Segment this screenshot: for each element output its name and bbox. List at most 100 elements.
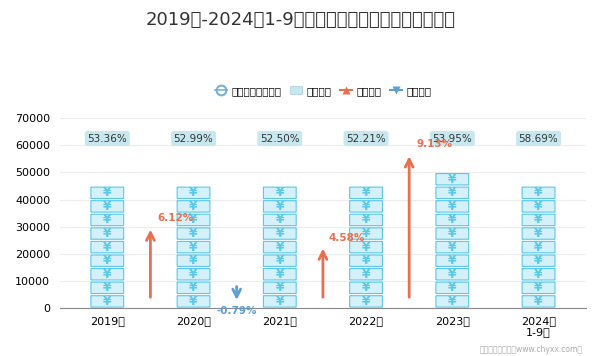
FancyBboxPatch shape xyxy=(263,296,296,307)
FancyBboxPatch shape xyxy=(263,201,296,212)
Text: ¥: ¥ xyxy=(362,214,370,226)
FancyBboxPatch shape xyxy=(177,282,210,294)
Text: ¥: ¥ xyxy=(103,254,112,267)
FancyBboxPatch shape xyxy=(177,187,210,199)
FancyBboxPatch shape xyxy=(350,296,382,307)
Text: 53.95%: 53.95% xyxy=(433,134,472,143)
Text: ¥: ¥ xyxy=(448,241,457,253)
FancyBboxPatch shape xyxy=(522,296,555,307)
Text: ¥: ¥ xyxy=(534,295,543,308)
Text: 58.69%: 58.69% xyxy=(519,134,558,143)
Text: ¥: ¥ xyxy=(275,281,284,294)
FancyBboxPatch shape xyxy=(263,282,296,294)
Text: ¥: ¥ xyxy=(362,281,370,294)
Text: 52.50%: 52.50% xyxy=(260,134,300,143)
FancyBboxPatch shape xyxy=(177,214,210,226)
FancyBboxPatch shape xyxy=(350,201,382,212)
FancyBboxPatch shape xyxy=(436,173,469,185)
Text: ¥: ¥ xyxy=(362,254,370,267)
FancyBboxPatch shape xyxy=(350,241,382,253)
FancyBboxPatch shape xyxy=(436,228,469,239)
Text: ¥: ¥ xyxy=(189,241,198,253)
Text: ¥: ¥ xyxy=(275,254,284,267)
FancyBboxPatch shape xyxy=(177,241,210,253)
Text: ¥: ¥ xyxy=(103,281,112,294)
FancyBboxPatch shape xyxy=(522,255,555,266)
Text: 2019年-2024年1-9月全国累计原保险保费收入统计图: 2019年-2024年1-9月全国累计原保险保费收入统计图 xyxy=(145,11,456,29)
Text: ¥: ¥ xyxy=(448,281,457,294)
FancyBboxPatch shape xyxy=(436,241,469,253)
Text: 制图：智研咨询（www.chyxx.com）: 制图：智研咨询（www.chyxx.com） xyxy=(480,345,583,354)
FancyBboxPatch shape xyxy=(522,228,555,239)
FancyBboxPatch shape xyxy=(91,187,124,199)
FancyBboxPatch shape xyxy=(177,228,210,239)
Text: 52.99%: 52.99% xyxy=(174,134,213,143)
FancyBboxPatch shape xyxy=(91,255,124,266)
Text: ¥: ¥ xyxy=(534,200,543,213)
Text: ¥: ¥ xyxy=(275,268,284,281)
FancyBboxPatch shape xyxy=(436,296,469,307)
FancyBboxPatch shape xyxy=(350,228,382,239)
FancyBboxPatch shape xyxy=(177,201,210,212)
Text: ¥: ¥ xyxy=(534,254,543,267)
FancyBboxPatch shape xyxy=(522,214,555,226)
FancyBboxPatch shape xyxy=(350,255,382,266)
Text: ¥: ¥ xyxy=(103,214,112,226)
Text: ¥: ¥ xyxy=(534,281,543,294)
Text: ¥: ¥ xyxy=(275,227,284,240)
FancyBboxPatch shape xyxy=(350,187,382,199)
FancyBboxPatch shape xyxy=(436,214,469,226)
FancyBboxPatch shape xyxy=(522,201,555,212)
Text: ¥: ¥ xyxy=(189,214,198,226)
FancyBboxPatch shape xyxy=(177,296,210,307)
FancyBboxPatch shape xyxy=(91,214,124,226)
Text: ¥: ¥ xyxy=(189,227,198,240)
Text: ¥: ¥ xyxy=(448,173,457,186)
Text: ¥: ¥ xyxy=(103,227,112,240)
Text: ¥: ¥ xyxy=(448,295,457,308)
FancyBboxPatch shape xyxy=(263,241,296,253)
FancyBboxPatch shape xyxy=(263,228,296,239)
Text: 52.21%: 52.21% xyxy=(346,134,386,143)
FancyBboxPatch shape xyxy=(350,214,382,226)
Text: ¥: ¥ xyxy=(189,200,198,213)
FancyBboxPatch shape xyxy=(436,187,469,199)
FancyBboxPatch shape xyxy=(522,268,555,280)
Text: ¥: ¥ xyxy=(362,241,370,253)
Text: ¥: ¥ xyxy=(448,214,457,226)
Text: ¥: ¥ xyxy=(275,214,284,226)
Text: 6.12%: 6.12% xyxy=(157,214,194,224)
Legend: 累计保费（亿元）, 寿险占比, 同比增加, 同比减少: 累计保费（亿元）, 寿险占比, 同比增加, 同比减少 xyxy=(210,82,435,100)
Text: -0.79%: -0.79% xyxy=(216,306,257,316)
FancyBboxPatch shape xyxy=(436,255,469,266)
Text: ¥: ¥ xyxy=(362,200,370,213)
FancyBboxPatch shape xyxy=(91,228,124,239)
Text: 4.58%: 4.58% xyxy=(328,232,364,242)
Text: ¥: ¥ xyxy=(275,186,284,199)
FancyBboxPatch shape xyxy=(91,241,124,253)
Text: ¥: ¥ xyxy=(103,295,112,308)
Text: ¥: ¥ xyxy=(189,295,198,308)
FancyBboxPatch shape xyxy=(91,282,124,294)
Text: ¥: ¥ xyxy=(534,241,543,253)
Text: 9.13%: 9.13% xyxy=(416,140,452,150)
Text: ¥: ¥ xyxy=(189,254,198,267)
Text: ¥: ¥ xyxy=(189,186,198,199)
Text: ¥: ¥ xyxy=(275,241,284,253)
Text: ¥: ¥ xyxy=(103,268,112,281)
Text: ¥: ¥ xyxy=(448,227,457,240)
Text: ¥: ¥ xyxy=(362,295,370,308)
Text: ¥: ¥ xyxy=(534,227,543,240)
Text: ¥: ¥ xyxy=(448,186,457,199)
FancyBboxPatch shape xyxy=(263,214,296,226)
Text: ¥: ¥ xyxy=(534,186,543,199)
Text: 53.36%: 53.36% xyxy=(87,134,127,143)
Text: ¥: ¥ xyxy=(534,268,543,281)
FancyBboxPatch shape xyxy=(177,268,210,280)
Text: ¥: ¥ xyxy=(362,227,370,240)
FancyBboxPatch shape xyxy=(177,255,210,266)
Text: ¥: ¥ xyxy=(448,268,457,281)
FancyBboxPatch shape xyxy=(436,282,469,294)
FancyBboxPatch shape xyxy=(522,282,555,294)
Text: ¥: ¥ xyxy=(103,241,112,253)
